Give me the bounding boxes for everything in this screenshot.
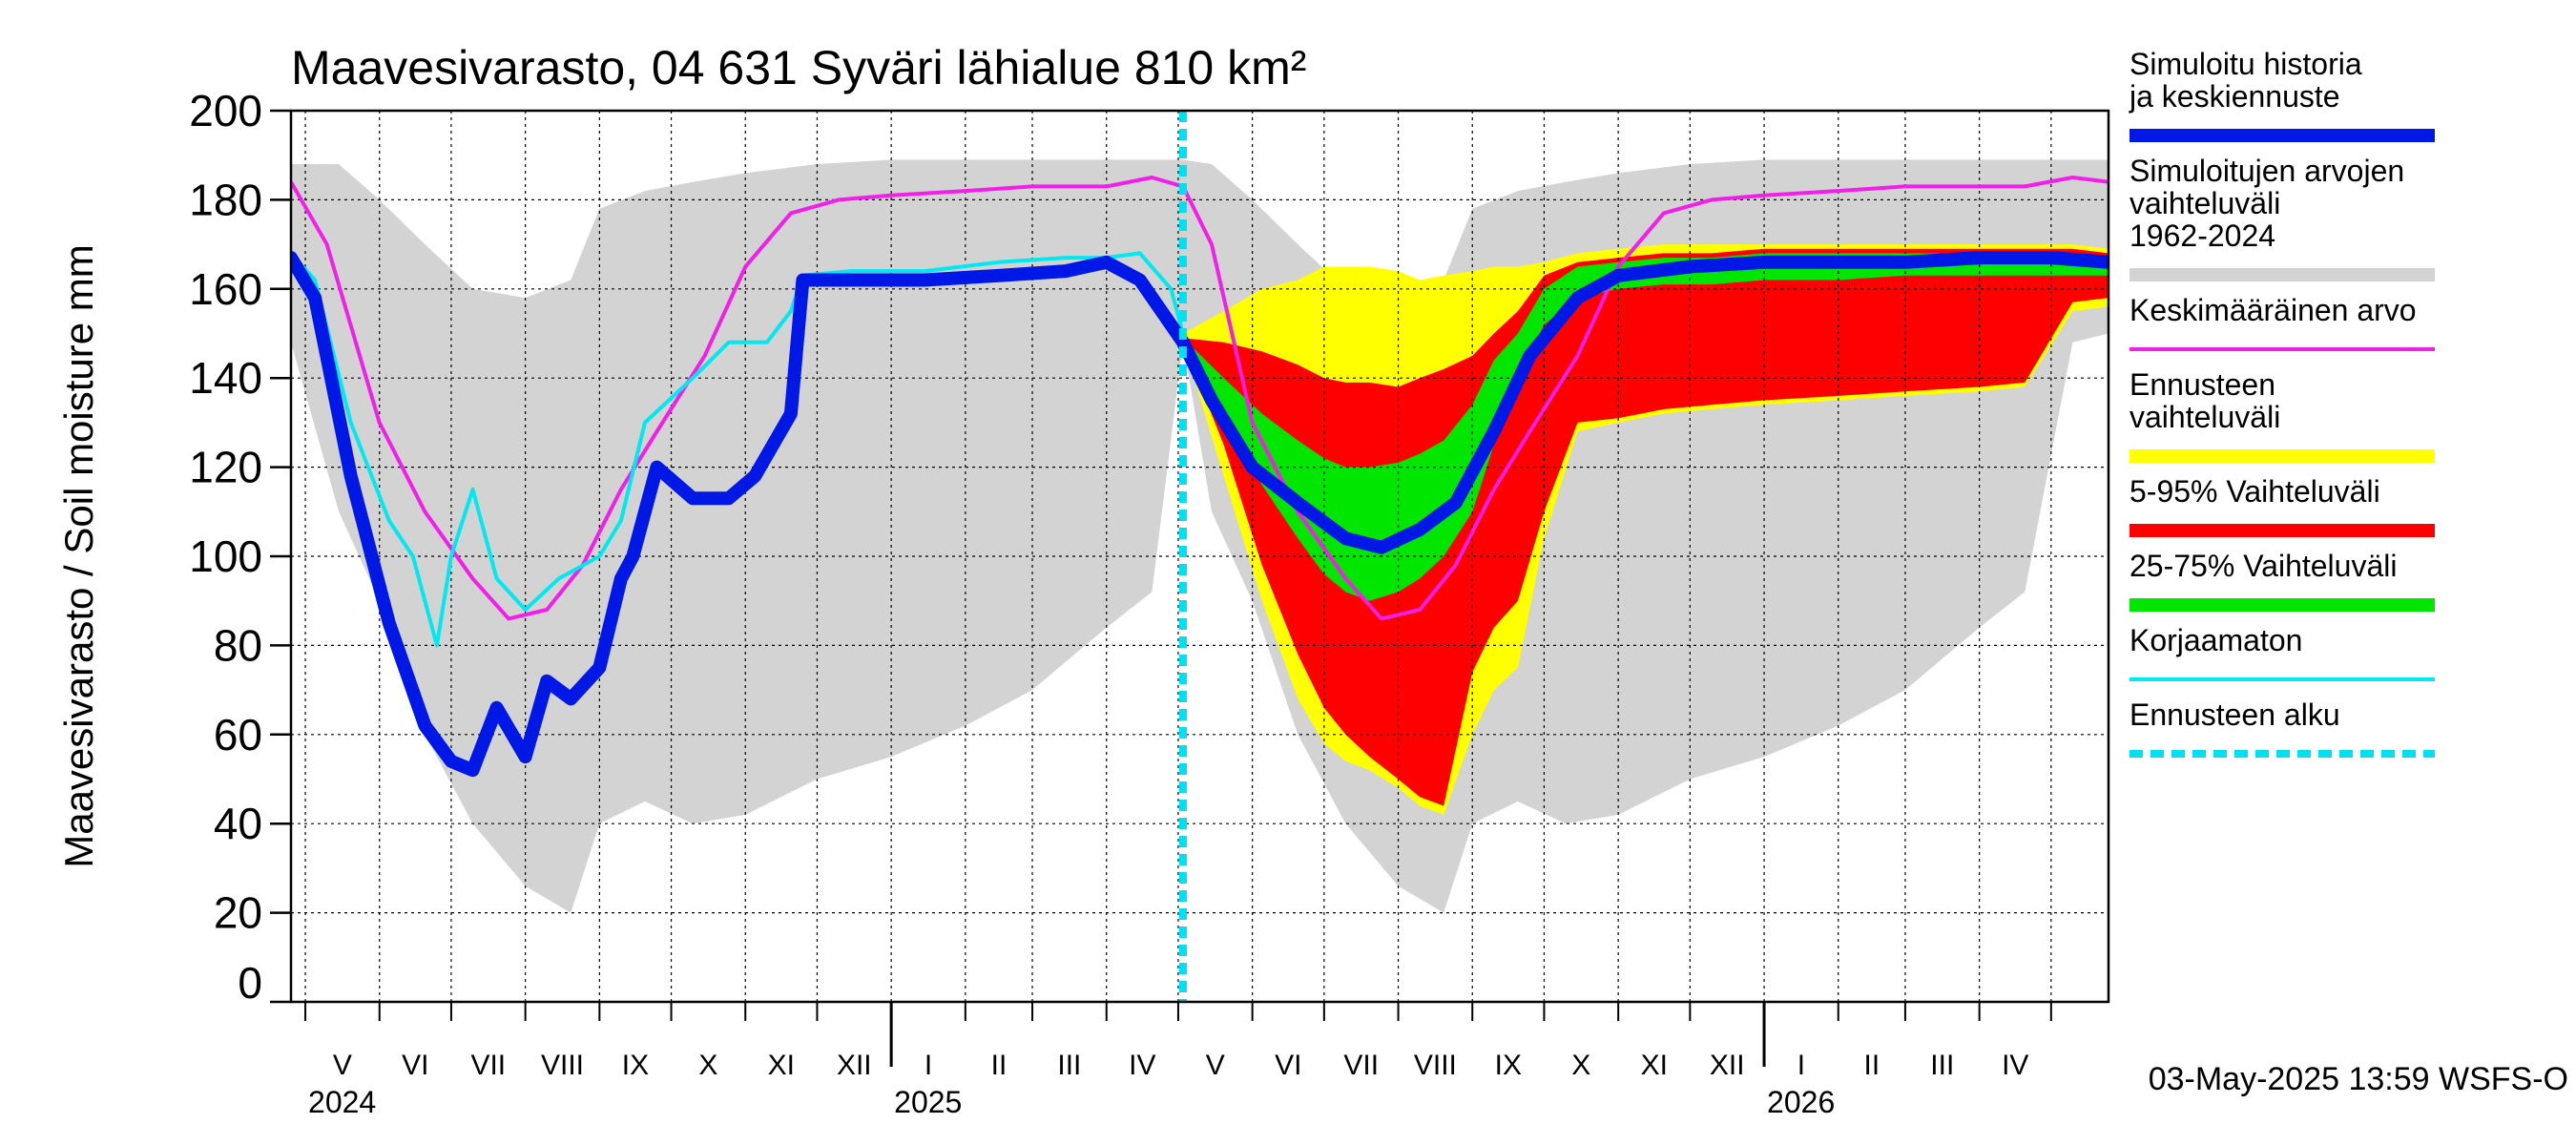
y-tick-label: 20 <box>214 888 262 938</box>
month-label: II <box>1864 1050 1880 1081</box>
month-label: VI <box>1275 1050 1301 1081</box>
chart-title: Maavesivarasto, 04 631 Syväri lähialue 8… <box>291 41 1306 94</box>
month-label: VII <box>470 1050 506 1081</box>
month-label: III <box>1057 1050 1081 1081</box>
year-label: 2026 <box>1767 1085 1835 1119</box>
month-label: VIII <box>541 1050 584 1081</box>
x-axis: V VI VII VIII IX X XI XII I II III IV V VI VII VIII IX X X… <box>304 1002 2052 1119</box>
month-label: X <box>1571 1050 1590 1081</box>
uncorrected-line <box>291 251 1185 648</box>
range-bands <box>291 159 2109 913</box>
y-tick-label: 120 <box>189 443 262 492</box>
month-label: V <box>1206 1050 1225 1081</box>
month-label: XII <box>837 1050 872 1081</box>
legend-label: Ennusteen alku <box>2129 697 2340 732</box>
y-axis: 0 20 40 60 80 100 120 140 160 180 200 <box>189 86 291 1008</box>
y-tick-label: 100 <box>189 531 262 581</box>
month-label: VI <box>402 1050 428 1081</box>
month-label: IX <box>1495 1050 1522 1081</box>
y-tick-label: 200 <box>189 86 262 135</box>
month-label: I <box>924 1050 932 1081</box>
month-label: XII <box>1710 1050 1745 1081</box>
y-tick-label: 80 <box>214 620 262 670</box>
legend-label: Simuloitujen arvojen vaihteluväli 1962-202… <box>2129 154 2404 253</box>
month-label: IV <box>2002 1050 2028 1081</box>
y-tick-label: 180 <box>189 175 262 224</box>
legend-label: Ennusteen vaihteluväli <box>2129 367 2280 434</box>
legend-label: 25-75% Vaihteluväli <box>2129 549 2397 583</box>
y-tick-label: 40 <box>214 799 262 848</box>
month-label: IX <box>622 1050 649 1081</box>
month-label: III <box>1930 1050 1954 1081</box>
month-label: I <box>1797 1050 1805 1081</box>
y-tick-label: 160 <box>189 264 262 314</box>
legend-label: Keskimääräinen arvo <box>2129 293 2417 327</box>
timestamp: 03-May-2025 13:59 WSFS-O <box>2149 1061 2568 1097</box>
month-label: X <box>698 1050 717 1081</box>
month-label: IV <box>1129 1050 1155 1081</box>
year-label: 2024 <box>308 1085 376 1119</box>
year-label: 2025 <box>894 1085 962 1119</box>
legend-label: 5-95% Vaihteluväli <box>2129 474 2380 509</box>
legend-label: Korjaamaton <box>2129 623 2302 657</box>
y-tick-label: 0 <box>238 958 262 1008</box>
mean-line <box>291 176 2109 621</box>
month-label: V <box>333 1050 352 1081</box>
series-lines <box>291 111 2109 1002</box>
month-label: II <box>991 1050 1008 1081</box>
month-label: VIII <box>1414 1050 1457 1081</box>
legend: Simuloitu historia ja keskiennuste Simuloi… <box>2129 47 2435 758</box>
simulated-line <box>291 251 2109 778</box>
month-label: VII <box>1343 1050 1379 1081</box>
y-axis-label: Maavesivarasto / Soil moisture mm <box>56 244 101 868</box>
y-tick-label: 140 <box>189 353 262 403</box>
month-label: XI <box>768 1050 795 1081</box>
y-tick-label: 60 <box>214 710 262 760</box>
month-label: XI <box>1641 1050 1668 1081</box>
legend-label: Simuloitu historia ja keskiennuste <box>2129 47 2362 114</box>
p5-95-band <box>1183 248 2109 806</box>
p25-75-band <box>1183 253 2109 601</box>
